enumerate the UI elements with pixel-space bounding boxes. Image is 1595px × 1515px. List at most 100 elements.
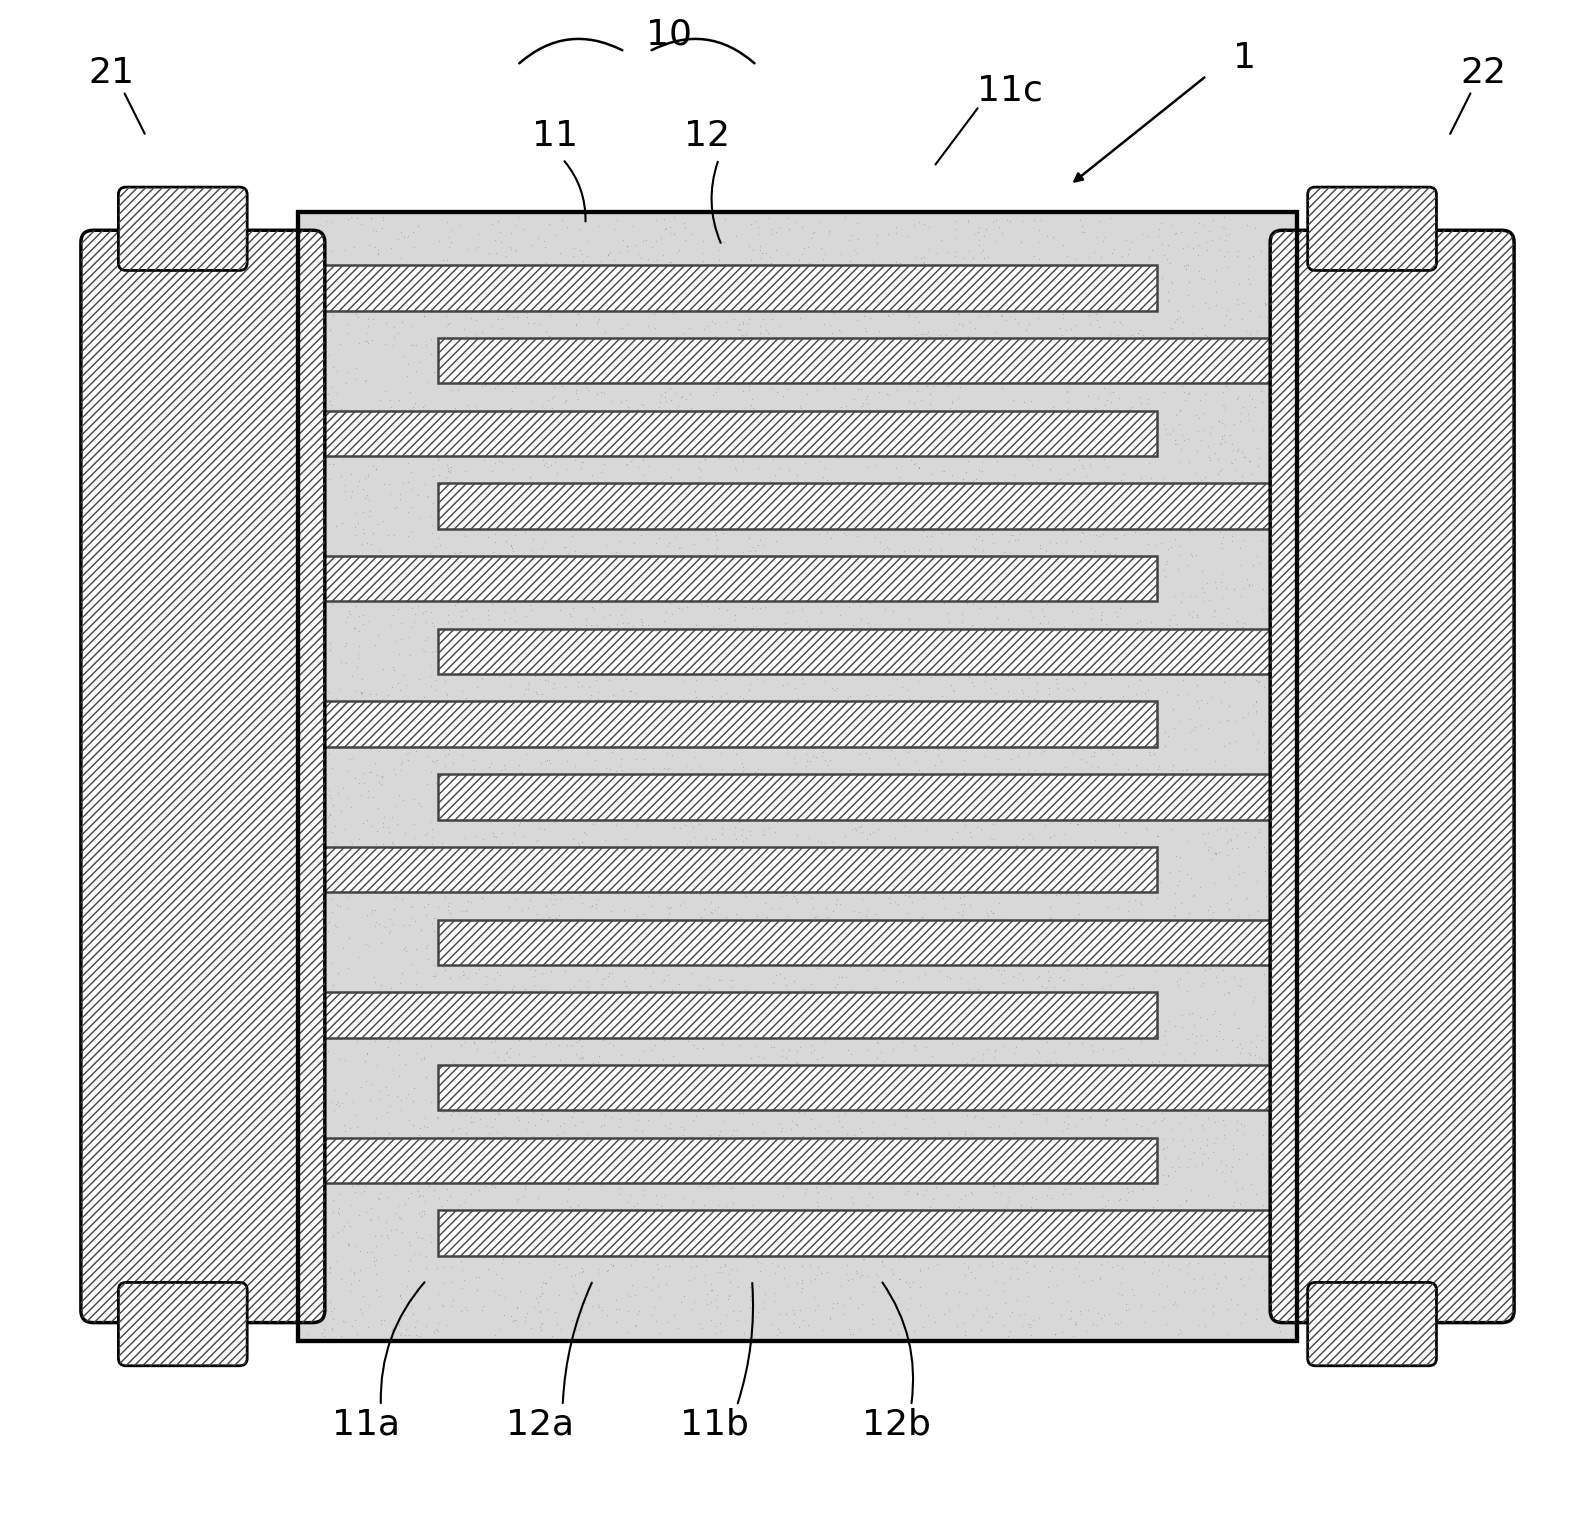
Point — [354, 1133, 380, 1157]
Point — [1097, 1080, 1123, 1104]
Point — [1034, 880, 1059, 904]
Point — [713, 850, 738, 874]
Point — [1123, 789, 1148, 814]
Point — [697, 645, 723, 670]
Point — [737, 379, 762, 403]
Point — [332, 1309, 357, 1333]
Point — [1145, 824, 1171, 848]
Point — [938, 1168, 963, 1192]
Point — [1050, 233, 1075, 258]
Point — [593, 1080, 619, 1104]
Point — [560, 409, 585, 433]
Point — [652, 217, 678, 241]
Point — [421, 920, 447, 944]
Point — [389, 627, 415, 651]
Point — [989, 376, 1014, 400]
Point — [1231, 497, 1257, 521]
Point — [1043, 992, 1069, 1017]
Point — [1263, 236, 1289, 261]
Point — [895, 1170, 920, 1194]
Point — [986, 747, 1011, 771]
Point — [1101, 929, 1126, 953]
Point — [1214, 303, 1239, 327]
Point — [364, 1106, 389, 1130]
Point — [1110, 727, 1136, 751]
Point — [415, 276, 440, 300]
Point — [432, 1018, 458, 1042]
Point — [368, 732, 394, 756]
Point — [1273, 903, 1298, 927]
Point — [861, 524, 887, 548]
Point — [1152, 476, 1177, 500]
Point — [1182, 1153, 1207, 1177]
Point — [435, 312, 461, 336]
Point — [349, 612, 375, 636]
Point — [675, 433, 700, 458]
Point — [895, 739, 920, 764]
Point — [471, 444, 496, 468]
Point — [654, 1221, 679, 1245]
Point — [501, 1307, 526, 1332]
Point — [1051, 968, 1077, 992]
Point — [998, 342, 1024, 367]
Point — [530, 1310, 555, 1335]
Point — [536, 809, 561, 833]
Point — [609, 612, 635, 636]
Point — [1263, 450, 1289, 474]
Point — [1153, 1032, 1179, 1056]
Point — [936, 1297, 962, 1321]
Point — [448, 600, 474, 624]
Point — [536, 842, 561, 867]
Point — [1081, 979, 1107, 1003]
Point — [813, 418, 839, 442]
Point — [694, 1248, 719, 1273]
Point — [810, 365, 836, 389]
Point — [893, 771, 919, 795]
Point — [437, 556, 463, 580]
Point — [1257, 939, 1282, 964]
Point — [552, 862, 577, 886]
Point — [351, 500, 376, 524]
Point — [1160, 1156, 1185, 1180]
Point — [807, 521, 833, 545]
Point — [1027, 1206, 1053, 1230]
Point — [1152, 1220, 1177, 1244]
Point — [702, 717, 727, 741]
Point — [1212, 244, 1238, 268]
Point — [810, 312, 836, 336]
Point — [1123, 832, 1148, 856]
Point — [544, 620, 569, 644]
Point — [971, 365, 997, 389]
Point — [947, 251, 973, 276]
Point — [531, 695, 557, 720]
Point — [750, 777, 775, 801]
Point — [869, 258, 895, 282]
Point — [600, 1253, 625, 1277]
Point — [1032, 1217, 1057, 1241]
Point — [335, 956, 360, 980]
Point — [354, 530, 380, 554]
Point — [904, 804, 930, 829]
Point — [351, 521, 376, 545]
Point — [1191, 642, 1217, 667]
Point — [670, 1123, 695, 1147]
Point — [718, 1176, 743, 1200]
Point — [975, 303, 1000, 327]
Point — [1278, 1201, 1303, 1226]
Point — [809, 1164, 834, 1188]
Point — [494, 1221, 520, 1245]
Point — [731, 311, 756, 335]
Point — [660, 1151, 686, 1176]
Point — [526, 1315, 552, 1339]
Point — [608, 1210, 633, 1235]
Point — [480, 1085, 506, 1109]
Point — [391, 985, 416, 1009]
Point — [1040, 279, 1065, 303]
Point — [343, 300, 368, 324]
Point — [317, 318, 343, 342]
Point — [1089, 1239, 1115, 1264]
Point — [1000, 591, 1026, 615]
Point — [1005, 732, 1030, 756]
Point — [906, 454, 931, 479]
Point — [1018, 389, 1043, 414]
